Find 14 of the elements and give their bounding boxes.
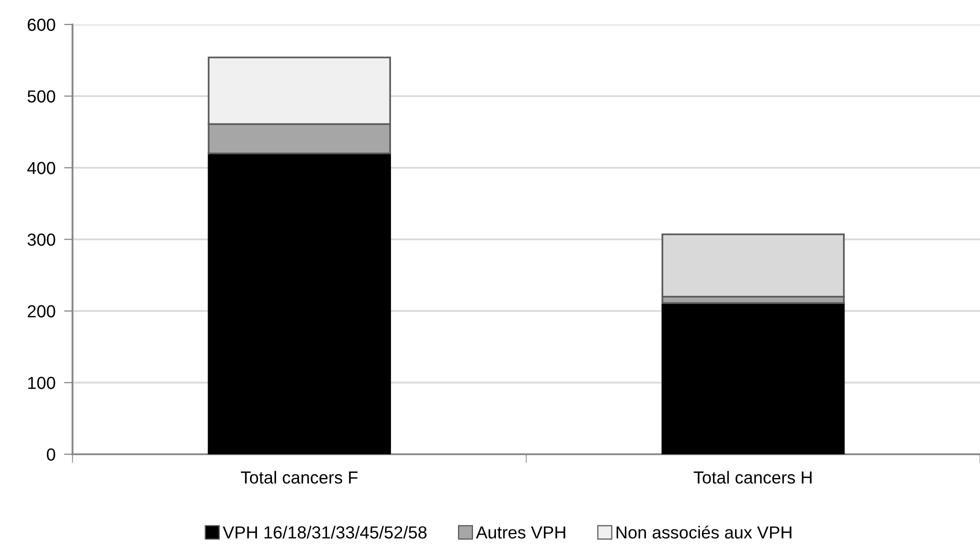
legend-label: VPH 16/18/31/33/45/52/58: [222, 526, 427, 539]
x-tick-label: Total cancers H: [694, 470, 812, 484]
bar: [662, 302, 845, 454]
y-tick-label: 100: [28, 376, 56, 390]
x-tick-label: Total cancers F: [240, 470, 358, 484]
y-tick-label: 600: [28, 18, 56, 31]
y-tick-label: 500: [28, 90, 56, 103]
y-tick-label: 400: [27, 162, 56, 174]
y-tick-label: 300: [28, 234, 56, 246]
y-tick-label: 0: [46, 448, 56, 461]
legend-label: Non associés aux VPH: [616, 526, 792, 539]
y-tick-label: 200: [28, 305, 56, 318]
legend-label: Autres VPH: [476, 526, 566, 539]
bar: [208, 152, 391, 454]
